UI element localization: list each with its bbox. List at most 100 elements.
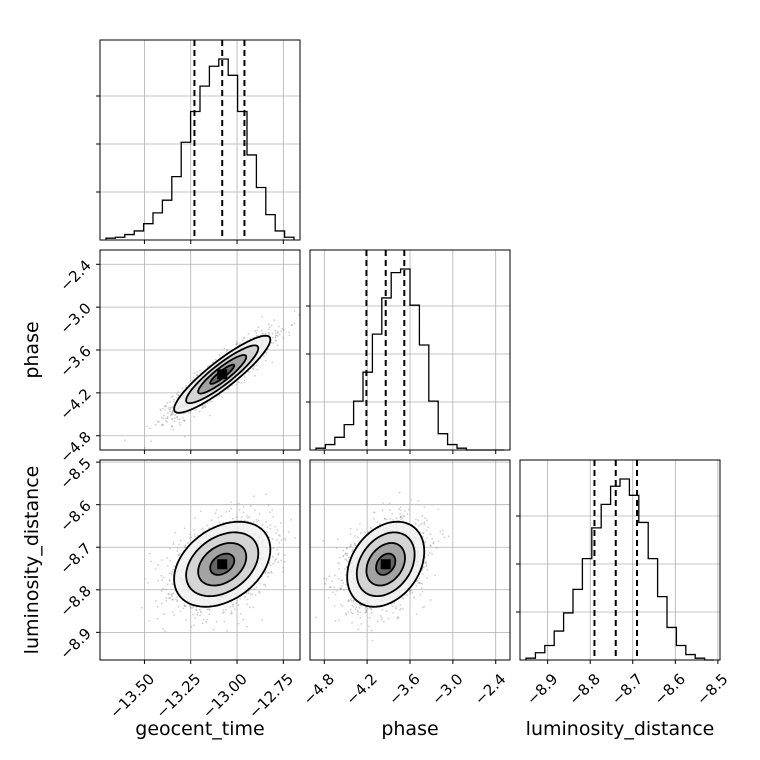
sample-point — [419, 593, 422, 596]
sample-point — [161, 407, 164, 410]
sample-point — [277, 553, 279, 556]
sample-point — [193, 535, 196, 538]
sample-point — [172, 413, 174, 415]
sample-point — [406, 594, 409, 597]
sample-point — [421, 572, 424, 575]
sample-point — [389, 518, 392, 520]
sample-point — [382, 501, 384, 504]
sample-point — [349, 545, 351, 548]
sample-point — [345, 583, 348, 586]
sample-point — [194, 617, 196, 620]
sample-point — [274, 525, 277, 528]
sample-point — [410, 589, 413, 592]
sample-point — [246, 515, 248, 517]
sample-point — [170, 413, 173, 415]
sample-point — [262, 332, 265, 335]
sample-point — [166, 421, 169, 423]
sample-point — [165, 417, 168, 420]
sample-point — [199, 610, 202, 613]
sample-point — [391, 513, 394, 515]
sample-point — [162, 627, 164, 630]
sample-point — [157, 420, 159, 423]
sample-point — [328, 586, 331, 589]
sample-point — [175, 598, 177, 601]
panels-layer: −13.50−13.25−13.00−12.75 −4.8 −4.2 −3.6 −3.0… — [56, 39, 732, 722]
sample-point — [254, 509, 256, 512]
sample-point — [268, 536, 271, 539]
sample-point — [172, 395, 174, 398]
sample-point — [206, 618, 209, 621]
sample-point — [403, 510, 406, 512]
histogram-step — [105, 58, 295, 240]
sample-point — [161, 423, 164, 426]
sample-point — [252, 521, 255, 523]
sample-point — [348, 600, 351, 602]
sample-point — [172, 428, 175, 431]
sample-point — [381, 616, 383, 619]
sample-point — [156, 605, 159, 608]
sample-point — [179, 610, 182, 613]
sample-point — [239, 342, 242, 344]
sample-point — [242, 511, 245, 514]
density-peak — [217, 559, 228, 570]
sample-point — [256, 329, 259, 332]
sample-point — [359, 617, 362, 619]
sample-point — [176, 416, 178, 419]
sample-point — [200, 611, 203, 614]
sample-point — [220, 515, 223, 518]
sample-point — [223, 620, 226, 623]
sample-point — [170, 572, 173, 575]
sample-point — [150, 560, 152, 563]
sample-point — [166, 583, 169, 586]
sample-point — [194, 409, 197, 412]
sample-point — [276, 529, 279, 531]
sample-point — [162, 424, 165, 426]
sample-point — [425, 562, 427, 564]
sample-point — [237, 604, 240, 607]
sample-point — [202, 527, 204, 530]
sample-point — [184, 544, 187, 547]
scatter-panel-phase-vs-luminosity-distance — [309, 459, 511, 664]
sample-point — [206, 401, 209, 404]
sample-point — [165, 419, 167, 422]
sample-point — [249, 505, 252, 507]
sample-point — [432, 542, 435, 545]
sample-point — [426, 529, 428, 532]
sample-point — [172, 592, 175, 595]
sample-point — [192, 624, 195, 627]
sample-point — [242, 337, 245, 340]
sample-point — [443, 536, 446, 539]
sample-point — [177, 394, 180, 397]
sample-point — [148, 552, 151, 555]
sample-point — [271, 361, 274, 364]
histogram-panel-phase — [306, 249, 511, 454]
sample-point — [169, 596, 172, 599]
sample-point — [315, 616, 317, 619]
sample-point — [165, 599, 168, 602]
sample-point — [337, 619, 340, 622]
sample-point — [275, 558, 278, 560]
sample-point — [275, 332, 277, 335]
sample-point — [424, 561, 427, 563]
sample-point — [181, 387, 184, 389]
sample-point — [184, 546, 187, 549]
sample-point — [345, 547, 348, 550]
sample-point — [423, 506, 426, 509]
sample-point — [420, 587, 423, 589]
sample-point — [165, 405, 167, 408]
sample-point — [328, 575, 331, 578]
sample-point — [290, 324, 293, 327]
sample-point — [168, 408, 171, 411]
sample-point — [163, 630, 166, 633]
sample-point — [266, 571, 269, 574]
sample-point — [217, 516, 220, 519]
sample-point — [418, 577, 421, 580]
sample-point — [354, 544, 357, 547]
panel-frame — [99, 39, 301, 241]
sample-point — [191, 607, 194, 609]
sample-point — [247, 517, 249, 519]
sample-point — [381, 509, 384, 512]
sample-point — [272, 515, 275, 518]
sample-point — [425, 537, 428, 539]
sample-point — [269, 527, 272, 530]
